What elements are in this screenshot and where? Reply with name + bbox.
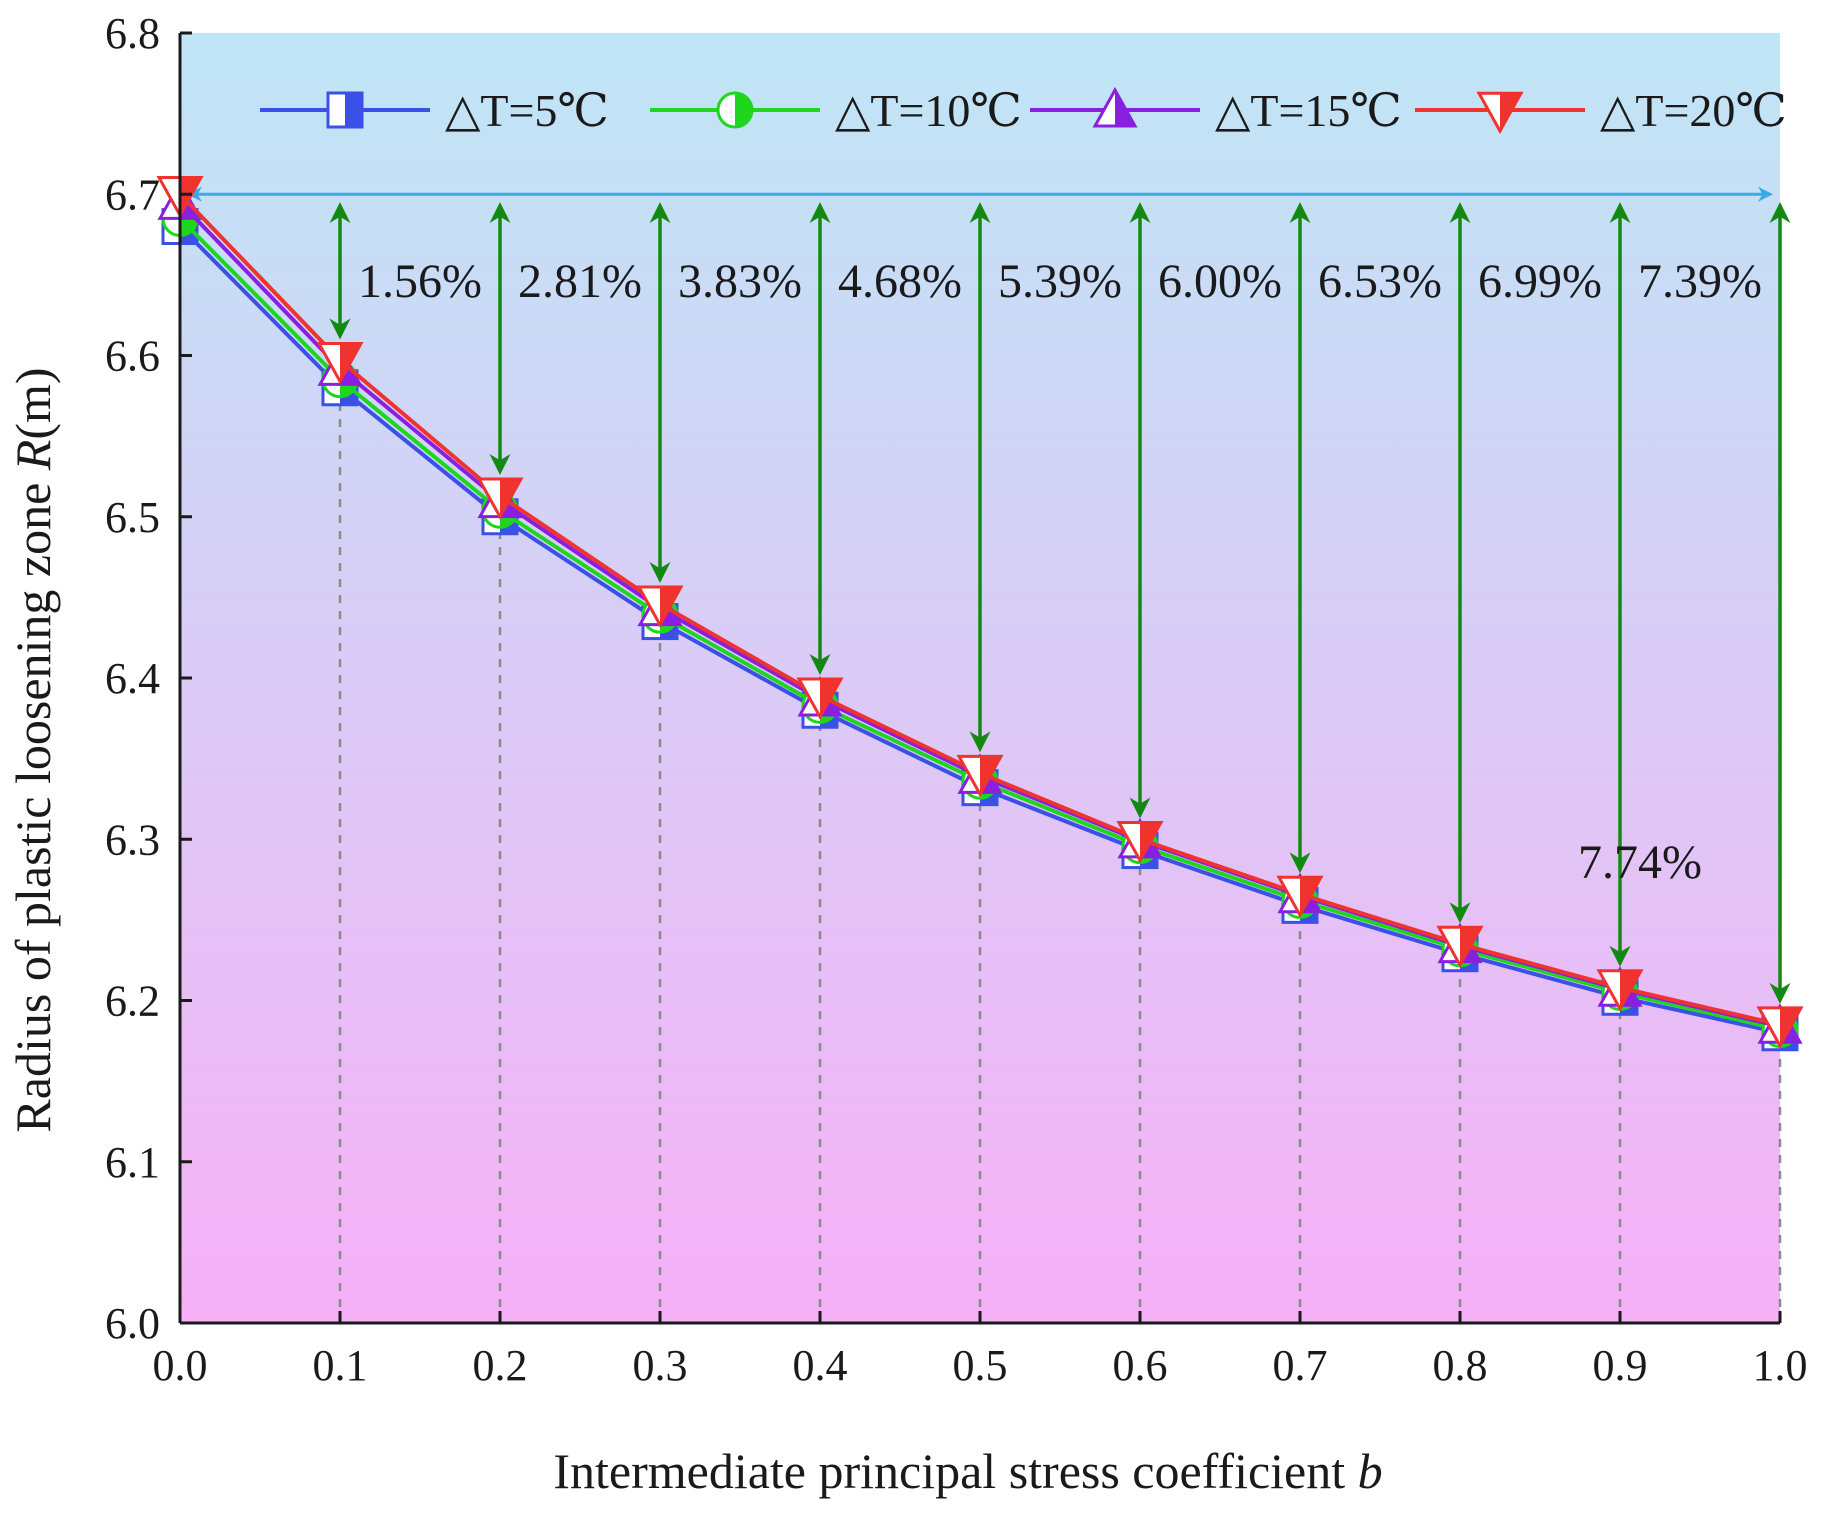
legend-label: △T=10℃ <box>835 85 1022 136</box>
legend-item: △T=5℃ <box>260 85 609 136</box>
series-marker-fill <box>1140 822 1161 861</box>
y-tick-label: 6.2 <box>105 977 160 1026</box>
x-tick-label: 0.2 <box>473 1341 528 1390</box>
reduction-label: 6.99% <box>1478 255 1602 308</box>
legend-label: △T=5℃ <box>445 85 609 136</box>
legend-item: △T=15℃ <box>1030 85 1402 136</box>
x-tick-label: 0.0 <box>153 1341 208 1390</box>
legend-label: △T=20℃ <box>1600 85 1787 136</box>
series-marker-fill <box>500 478 521 517</box>
x-tick-label: 0.9 <box>1593 1341 1648 1390</box>
y-axis-title: Radius of plastic loosening zone R(m) <box>5 367 61 1132</box>
y-tick-label: 6.7 <box>105 170 160 219</box>
reduction-label: 7.74% <box>1578 836 1702 889</box>
y-tick-label: 6.0 <box>105 1299 160 1348</box>
y-tick-label: 6.1 <box>105 1138 160 1187</box>
drop-lines <box>338 380 1782 1323</box>
legend: △T=5℃ △T=10℃ △T=15℃ △T=20℃ <box>260 85 1787 136</box>
x-tick-label: 0.5 <box>953 1341 1008 1390</box>
reduction-label: 4.68% <box>838 255 962 308</box>
reduction-arrows <box>329 202 1791 1004</box>
reduction-label: 5.39% <box>998 255 1122 308</box>
reduction-label: 6.53% <box>1318 255 1442 308</box>
series-marker-fill <box>735 93 752 127</box>
tick-labels: 6.0 6.1 6.2 6.3 6.4 6.5 6.6 6.7 6.8 0.0 0.1 0.2 0.3 0… <box>105 9 1808 1390</box>
x-axis-title: Intermediate principal stress coefficien… <box>553 1443 1382 1499</box>
reduction-label: 3.83% <box>678 255 802 308</box>
x-tick-label: 0.3 <box>633 1341 688 1390</box>
series-marker-fill <box>980 756 1001 795</box>
x-axis-title-text: Intermediate principal stress coefficien… <box>553 1443 1345 1499</box>
y-tick-label: 6.4 <box>105 654 160 703</box>
y-axis-variable: R <box>5 440 61 472</box>
y-tick-label: 6.8 <box>105 9 160 58</box>
reduction-label: 6.00% <box>1158 255 1282 308</box>
y-tick-label: 6.5 <box>105 493 160 542</box>
legend-item: △T=20℃ <box>1415 85 1787 136</box>
series-marker-fill <box>1300 877 1321 916</box>
series-group <box>156 175 1804 1052</box>
legend-item: △T=10℃ <box>650 85 1022 136</box>
reduction-label: 2.81% <box>518 255 642 308</box>
series-marker-fill <box>820 678 841 717</box>
x-tick-label: 0.8 <box>1433 1341 1488 1390</box>
series-marker-fill <box>1500 93 1521 131</box>
legend-label: △T=15℃ <box>1215 85 1402 136</box>
series <box>156 175 1804 1049</box>
y-axis-unit: (m) <box>5 367 61 439</box>
x-tick-label: 1.0 <box>1753 1341 1808 1390</box>
y-tick-label: 6.6 <box>105 332 160 381</box>
y-axis-title-text: Radius of plastic loosening zone <box>5 483 61 1133</box>
x-tick-label: 0.7 <box>1273 1341 1328 1390</box>
reduction-label: 7.39% <box>1638 255 1762 308</box>
reduction-labels: 1.56% 2.81% 3.83% 4.68% 5.39% 6.00% 6.53% 6.99%… <box>358 255 1762 889</box>
series-marker-fill <box>340 343 361 382</box>
x-tick-label: 0.4 <box>793 1341 848 1390</box>
series-marker-fill <box>660 587 681 625</box>
reduction-label: 1.56% <box>358 255 482 308</box>
x-tick-label: 0.1 <box>313 1341 368 1390</box>
series-marker-fill <box>1115 90 1135 126</box>
series-marker-fill <box>345 93 362 127</box>
axes <box>178 31 1782 1325</box>
series-marker-fill <box>180 177 201 216</box>
x-tick-label: 0.6 <box>1113 1341 1168 1390</box>
y-tick-label: 6.3 <box>105 815 160 864</box>
x-axis-variable: b <box>1358 1443 1383 1499</box>
